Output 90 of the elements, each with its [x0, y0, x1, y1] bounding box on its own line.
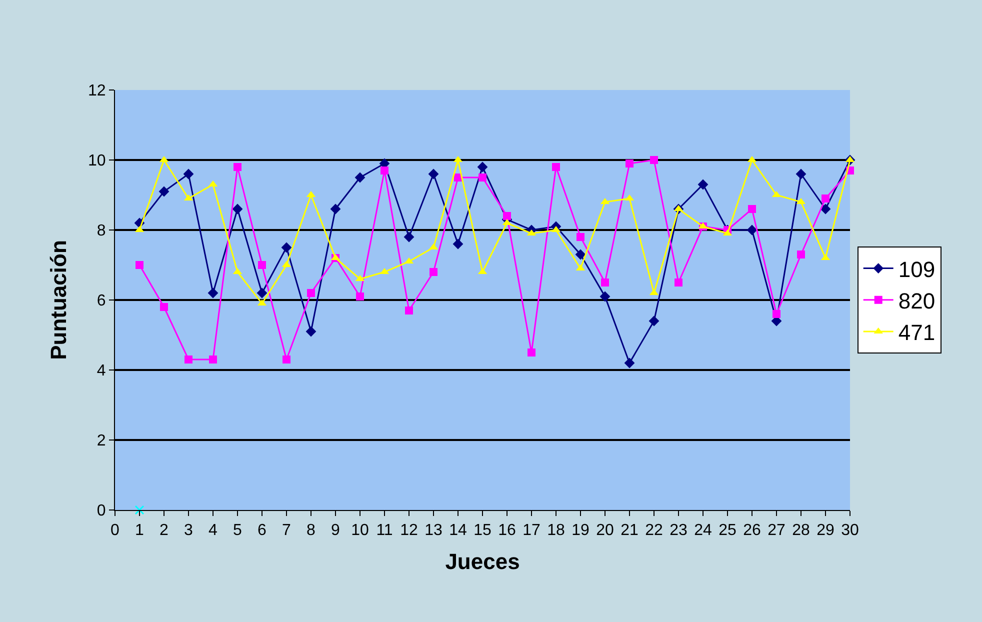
point [256, 288, 268, 298]
point [356, 292, 364, 300]
x-tick-label: 24 [694, 522, 712, 540]
legend-label: 471 [898, 320, 936, 346]
point [158, 186, 170, 197]
point [552, 163, 560, 171]
x-tick-label: 11 [376, 522, 393, 540]
point [797, 250, 805, 258]
y-axis-title: Puntuación [46, 240, 71, 360]
point [477, 162, 488, 172]
x-tick-label: 14 [449, 522, 467, 540]
point [330, 204, 341, 214]
x-tick-label: 18 [547, 522, 565, 540]
x-tick-label: 0 [110, 522, 120, 540]
point [405, 306, 413, 314]
point [234, 163, 242, 171]
point [698, 179, 708, 190]
x-tick-label: 12 [400, 522, 418, 540]
x-axis-title: Jueces [445, 549, 520, 574]
point [306, 326, 316, 337]
point [281, 242, 292, 253]
x-tick-label: 3 [184, 522, 194, 540]
x-tick-label: 26 [743, 522, 761, 540]
y-tick-label: 8 [96, 222, 106, 240]
point [134, 505, 144, 515]
legend-label: 109 [898, 256, 936, 282]
point [748, 205, 756, 213]
x-tick-label: 29 [816, 522, 834, 540]
legend-label: 820 [898, 288, 936, 314]
x-tick-label: 19 [572, 522, 590, 540]
x-tick-label: 6 [258, 522, 267, 540]
x-tick-label: 1 [135, 522, 144, 540]
point [136, 261, 144, 269]
point [575, 249, 586, 260]
point [600, 291, 610, 302]
point [772, 310, 780, 318]
x-tick-label: 15 [474, 522, 492, 540]
point [503, 212, 511, 220]
y-tick-label: 2 [96, 432, 106, 450]
y-tick-label: 4 [96, 362, 106, 380]
point [820, 204, 831, 214]
point [626, 160, 634, 168]
x-tick-label: 22 [645, 522, 663, 540]
point [258, 261, 266, 269]
point [746, 224, 758, 236]
x-tick-label: 4 [208, 522, 218, 540]
point [674, 278, 682, 286]
point [648, 316, 660, 326]
point [650, 156, 658, 164]
point [528, 348, 536, 356]
point [282, 356, 290, 364]
point [209, 356, 217, 364]
x-tick-label: 20 [596, 522, 614, 540]
x-tick-label: 28 [792, 522, 810, 540]
point [796, 168, 806, 180]
point [576, 233, 584, 241]
point [354, 172, 366, 183]
y-tick-label: 0 [96, 502, 106, 520]
point [183, 168, 194, 180]
point [184, 356, 192, 364]
y-tick-label: 10 [88, 152, 106, 170]
point [452, 238, 464, 250]
x-tick-label: 21 [620, 522, 638, 540]
point [208, 288, 218, 298]
x-tick-label: 17 [522, 522, 540, 540]
x-tick-label: 7 [282, 522, 292, 540]
point [822, 194, 830, 202]
point [428, 168, 439, 180]
point [380, 166, 388, 174]
x-tick-label: 16 [498, 522, 516, 540]
x-tick-label: 27 [768, 522, 786, 540]
x-tick-label: 10 [351, 522, 369, 540]
point [478, 174, 486, 182]
point [160, 303, 168, 311]
x-tick-label: 5 [233, 522, 242, 540]
x-tick-label: 9 [331, 522, 340, 540]
point [430, 268, 438, 276]
point [601, 278, 609, 286]
x-tick-label: 25 [718, 522, 736, 540]
x-tick-label: 30 [841, 522, 859, 540]
point [307, 289, 315, 297]
x-tick-label: 2 [160, 522, 169, 540]
y-tick-label: 12 [88, 82, 106, 100]
point [624, 358, 635, 368]
point [404, 232, 414, 242]
x-tick-label: 23 [670, 522, 688, 540]
x-tick-label: 8 [306, 522, 316, 540]
y-tick-label: 6 [96, 292, 106, 310]
point [232, 204, 243, 214]
x-tick-label: 13 [424, 522, 442, 540]
